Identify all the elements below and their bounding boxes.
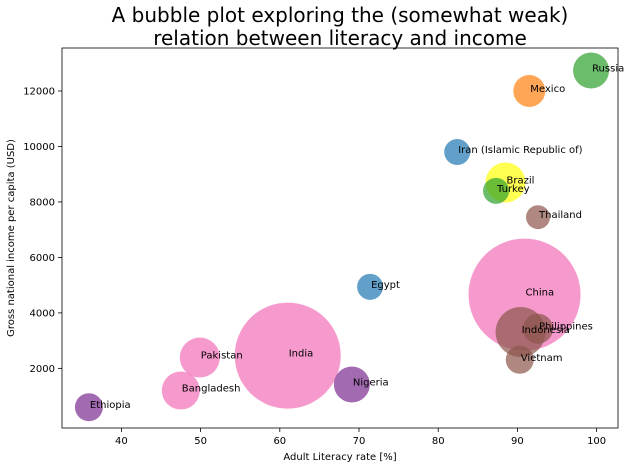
y-axis-label: Gross national income per capita (USD) bbox=[6, 139, 17, 337]
bubble-china bbox=[468, 238, 581, 351]
bubble-bangladesh bbox=[161, 371, 200, 410]
x-tick-label: 50 bbox=[194, 436, 207, 447]
x-axis-ticks: 40 50 60 70 80 90 100 bbox=[115, 428, 606, 447]
chart-title-line-2: relation between literacy and income bbox=[153, 26, 527, 50]
axes bbox=[61, 47, 619, 429]
bubble-vietnam bbox=[505, 345, 534, 374]
bubble-egypt bbox=[357, 273, 384, 300]
bubble-label-brazil: Brazil bbox=[507, 176, 535, 187]
bubble-label-nigeria: Nigeria bbox=[353, 377, 389, 388]
axes-frame bbox=[61, 47, 619, 429]
y-tick-label: 2000 bbox=[30, 364, 55, 375]
bubble-label-egypt: Egypt bbox=[371, 280, 400, 291]
x-tick-label: 40 bbox=[115, 436, 128, 447]
x-tick-label: 90 bbox=[511, 436, 524, 447]
bubble-mexico bbox=[513, 74, 546, 107]
bubble-thailand bbox=[526, 205, 551, 230]
x-tick-label: 80 bbox=[432, 436, 445, 447]
bubble-label-ethiopia: Ethiopia bbox=[90, 400, 131, 411]
bubble-label-bangladesh: Bangladesh bbox=[182, 384, 241, 395]
y-tick-label: 6000 bbox=[30, 253, 55, 264]
y-tick-label: 10000 bbox=[23, 142, 55, 153]
bubble-iran-islamic-republic-of bbox=[444, 139, 471, 166]
chart-title-line-1: A bubble plot exploring the (somewhat we… bbox=[111, 3, 569, 27]
bubble-turkey bbox=[483, 177, 510, 204]
x-tick-label: 100 bbox=[587, 436, 606, 447]
bubble-label-china: China bbox=[526, 288, 555, 299]
y-tick-label: 8000 bbox=[30, 197, 55, 208]
bubbles-layer bbox=[74, 52, 610, 422]
bubble-label-turkey: Turkey bbox=[496, 184, 530, 195]
bubble-india bbox=[234, 302, 341, 409]
x-tick-label: 60 bbox=[273, 436, 286, 447]
bubble-label-iran-islamic-republic-of: Iran (Islamic Republic of) bbox=[458, 145, 582, 156]
bubble-pakistan bbox=[179, 337, 220, 378]
y-axis-ticks: 2000 4000 6000 8000 10000 12000 bbox=[23, 86, 62, 375]
bubble-ethiopia bbox=[74, 393, 103, 422]
bubble-label-mexico: Mexico bbox=[530, 84, 565, 95]
chart-title: A bubble plot exploring the (somewhat we… bbox=[62, 4, 618, 50]
bubble-label-thailand: Thailand bbox=[538, 210, 582, 221]
bubble-russia bbox=[573, 52, 610, 89]
y-tick-label: 4000 bbox=[30, 308, 55, 319]
bubble-label-indonesia: Indonesia bbox=[522, 325, 570, 336]
x-axis-label: Adult Literacy rate [%] bbox=[283, 452, 396, 463]
bubble-label-india: India bbox=[289, 349, 314, 360]
bubble-label-russia: Russia bbox=[592, 63, 624, 74]
bubble-label-pakistan: Pakistan bbox=[201, 351, 243, 362]
y-tick-label: 12000 bbox=[23, 86, 55, 97]
bubble-labels-layer: Russia Mexico Iran (Islamic Republic of) Br… bbox=[90, 63, 624, 411]
bubble-label-vietnam: Vietnam bbox=[521, 353, 563, 364]
bubble-indonesia bbox=[495, 307, 546, 358]
bubble-label-philippines: Philippines bbox=[539, 322, 593, 333]
bubble-nigeria bbox=[333, 366, 370, 403]
x-tick-label: 70 bbox=[353, 436, 366, 447]
